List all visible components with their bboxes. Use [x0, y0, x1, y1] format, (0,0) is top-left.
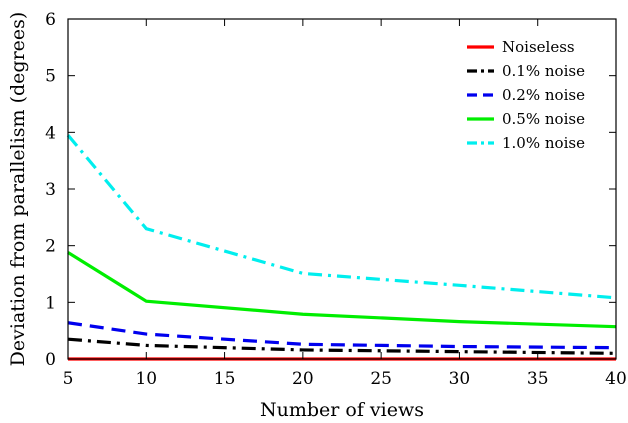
y-tick-label: 4	[45, 123, 56, 143]
legend-label-0: Noiseless	[502, 38, 575, 56]
x-axis-title: Number of views	[260, 399, 424, 421]
y-tick-label: 3	[45, 180, 56, 200]
x-tick-label: 10	[135, 369, 157, 389]
y-tick-label: 6	[45, 10, 56, 30]
legend-label-4: 1.0% noise	[502, 134, 585, 152]
y-axis-title: Deviation from parallelism (degrees)	[7, 12, 29, 367]
legend-label-3: 0.5% noise	[502, 110, 585, 128]
x-tick-label: 5	[63, 369, 74, 389]
x-tick-label: 40	[605, 369, 627, 389]
x-tick-label: 25	[370, 369, 392, 389]
legend-label-2: 0.2% noise	[502, 86, 585, 104]
x-tick-label: 15	[214, 369, 236, 389]
x-tick-label: 20	[292, 369, 314, 389]
x-tick-label: 35	[527, 369, 549, 389]
y-tick-label: 2	[45, 237, 56, 257]
ticks-layer: 5 10 15 20 25 30 35 40 0 1 2 3 4 5 6	[45, 10, 627, 389]
legend-label-1: 0.1% noise	[502, 62, 585, 80]
series-layer	[66, 134, 617, 361]
series-line-4	[66, 134, 617, 300]
y-tick-label: 1	[45, 293, 56, 313]
legend: Noiseless 0.1% noise 0.2% noise 0.5% noise 1…	[467, 38, 585, 152]
series-line-3	[67, 251, 617, 329]
series-line-1	[67, 337, 617, 355]
y-tick-label: 0	[45, 350, 56, 370]
y-tick-label: 5	[45, 67, 56, 87]
series-line-2	[67, 321, 617, 350]
x-tick-label: 30	[449, 369, 471, 389]
